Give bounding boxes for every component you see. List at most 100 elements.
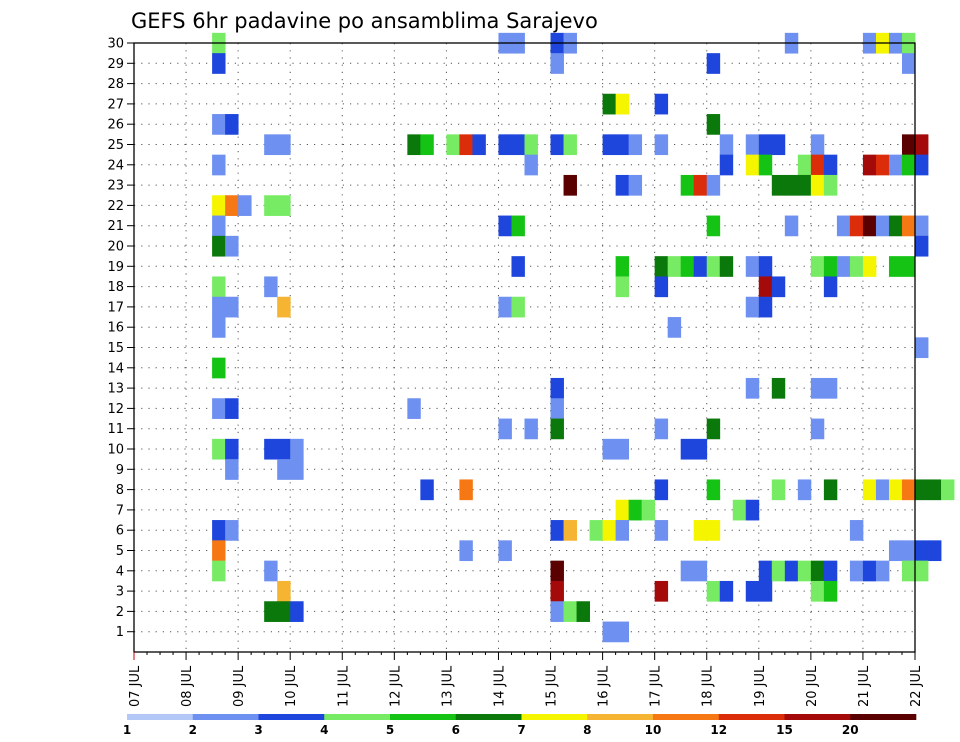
precip-cell (654, 479, 669, 501)
precip-cell (875, 479, 890, 501)
precip-cell (550, 418, 564, 440)
y-tick-label: 22 (107, 199, 124, 214)
precip-cell (823, 580, 838, 602)
precip-cell (446, 134, 460, 156)
precip-cell (901, 154, 916, 176)
precip-cell (888, 256, 903, 277)
precip-cell (797, 560, 812, 582)
precip-cell (758, 560, 773, 582)
precip-cell (277, 459, 291, 480)
precip-cell (615, 520, 630, 541)
precip-cell (524, 134, 538, 156)
precip-cell (498, 418, 512, 440)
precip-cell (823, 256, 838, 277)
precip-cell (862, 560, 877, 582)
y-tick-label: 24 (107, 158, 124, 173)
precip-cell (563, 174, 577, 196)
precip-cell (901, 134, 916, 156)
precip-cell (915, 337, 929, 359)
precip-cell (212, 296, 226, 318)
precip-cell (693, 520, 708, 541)
precip-cell (706, 479, 721, 501)
precip-cell (771, 134, 786, 156)
precip-cell (225, 235, 239, 257)
precip-cell (810, 560, 825, 582)
precip-cell (264, 560, 278, 582)
x-tick-label: 07 JUL (128, 665, 143, 707)
precip-cell (628, 499, 643, 521)
precip-cell (459, 540, 473, 562)
precip-cell (290, 438, 304, 460)
precip-cell (654, 418, 669, 440)
precip-cell (745, 377, 760, 399)
precip-cell (511, 215, 525, 237)
precip-cell (706, 520, 721, 541)
x-axis: 07 JUL 08 JUL 09 JUL 10 JUL 11 JUL 12 JUL 13 J… (128, 652, 924, 707)
precip-cell (915, 215, 929, 237)
precip-cell (875, 154, 890, 176)
precip-cell (212, 520, 226, 541)
precip-cell (550, 134, 564, 156)
precip-cell (888, 215, 903, 237)
cell-layer (212, 32, 955, 643)
precip-cell (407, 398, 421, 419)
x-tick-label: 09 JUL (232, 665, 247, 707)
precip-cell (693, 438, 708, 460)
x-tick-label: 14 JUL (492, 665, 507, 707)
precip-cell (862, 154, 877, 176)
precip-cell (212, 540, 226, 562)
precip-cell (264, 195, 278, 216)
precip-cell (212, 357, 226, 379)
precip-cell (615, 174, 630, 196)
precip-cell (654, 520, 669, 541)
precip-cell (212, 235, 226, 257)
colorbar-label: 10 (645, 723, 662, 737)
y-tick-label: 7 (116, 503, 124, 518)
precip-cell (888, 154, 903, 176)
x-tick-label: 11 JUL (336, 665, 351, 707)
precip-cell (212, 398, 226, 419)
precip-cell (602, 438, 617, 460)
precip-cell (862, 479, 877, 501)
colorbar: 1 2 3 4 5 6 7 8 10 12 15 20 (123, 714, 917, 737)
precip-cell (915, 560, 929, 582)
precip-cell (212, 114, 226, 135)
colorbar-swatch (324, 714, 391, 720)
colorbar-label: 7 (517, 723, 525, 737)
y-tick-label: 6 (116, 524, 124, 539)
colorbar-label: 20 (842, 723, 859, 737)
precip-cell (706, 114, 721, 135)
y-tick-label: 8 (116, 483, 124, 498)
precip-cell (797, 479, 812, 501)
colorbar-swatch (587, 714, 654, 720)
x-tick-label: 12 JUL (388, 665, 403, 707)
y-tick-label: 5 (116, 544, 124, 559)
precip-cell (915, 154, 929, 176)
colorbar-swatch (258, 714, 325, 720)
colorbar-label: 4 (320, 723, 328, 737)
y-axis: 1234567891011121314151617181920212223242… (107, 37, 134, 640)
precip-cell (719, 580, 734, 602)
colorbar-swatch (521, 714, 588, 720)
precip-cell (719, 256, 734, 277)
precip-cell (745, 154, 760, 176)
precip-cell (771, 276, 786, 298)
precip-cell (212, 438, 226, 460)
precip-cell (563, 520, 577, 541)
y-tick-label: 17 (107, 300, 124, 315)
precip-cell (498, 540, 512, 562)
precip-cell (901, 540, 916, 562)
precip-cell (928, 479, 942, 501)
colorbar-swatch (390, 714, 457, 720)
y-tick-label: 28 (107, 77, 124, 92)
precip-cell (654, 256, 669, 277)
precip-cell (823, 377, 838, 399)
precip-cell (615, 621, 630, 643)
precip-cell (706, 256, 721, 277)
precip-cell (680, 174, 695, 196)
precip-cell (719, 154, 734, 176)
precip-cell (719, 134, 734, 156)
y-tick-label: 16 (107, 321, 124, 336)
precip-cell (758, 256, 773, 277)
precip-cell (693, 256, 708, 277)
